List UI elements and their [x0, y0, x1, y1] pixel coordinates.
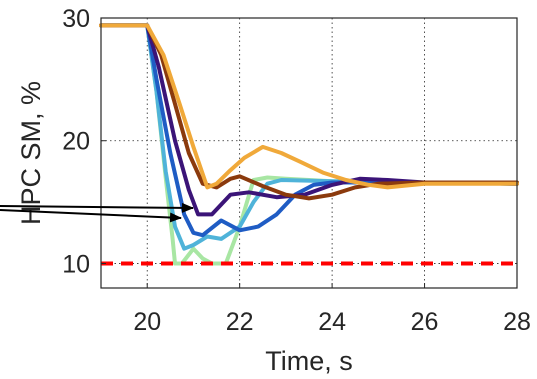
x-ticks: 20 22 24 26 28: [133, 283, 531, 336]
x-tick-label-1: 22: [226, 308, 254, 336]
x-axis-label: Time, s: [265, 346, 353, 376]
x-tick-label-0: 20: [133, 308, 161, 336]
y-tick-label-0: 10: [62, 250, 90, 278]
y-tick-label-1: 20: [62, 128, 90, 156]
y-axis-label: HPC SM, %: [16, 81, 46, 225]
series-line-6: [99, 23, 519, 190]
x-tick-label-2: 24: [318, 308, 346, 336]
series-line-5: [99, 23, 519, 201]
y-ticks: 10 20 30: [62, 5, 106, 278]
y-tick-label-2: 30: [62, 5, 90, 33]
x-tick-label-4: 28: [503, 308, 531, 336]
series-group: [99, 23, 519, 266]
series-line-2: [99, 23, 519, 251]
series-line-4: [99, 23, 519, 217]
annotation-arrow-lower: [0, 209, 182, 223]
plot-frame: [100, 17, 518, 289]
series-line-3: [99, 23, 519, 238]
x-tick-label-3: 26: [411, 308, 439, 336]
annotation-arrow-upper: [0, 202, 194, 213]
